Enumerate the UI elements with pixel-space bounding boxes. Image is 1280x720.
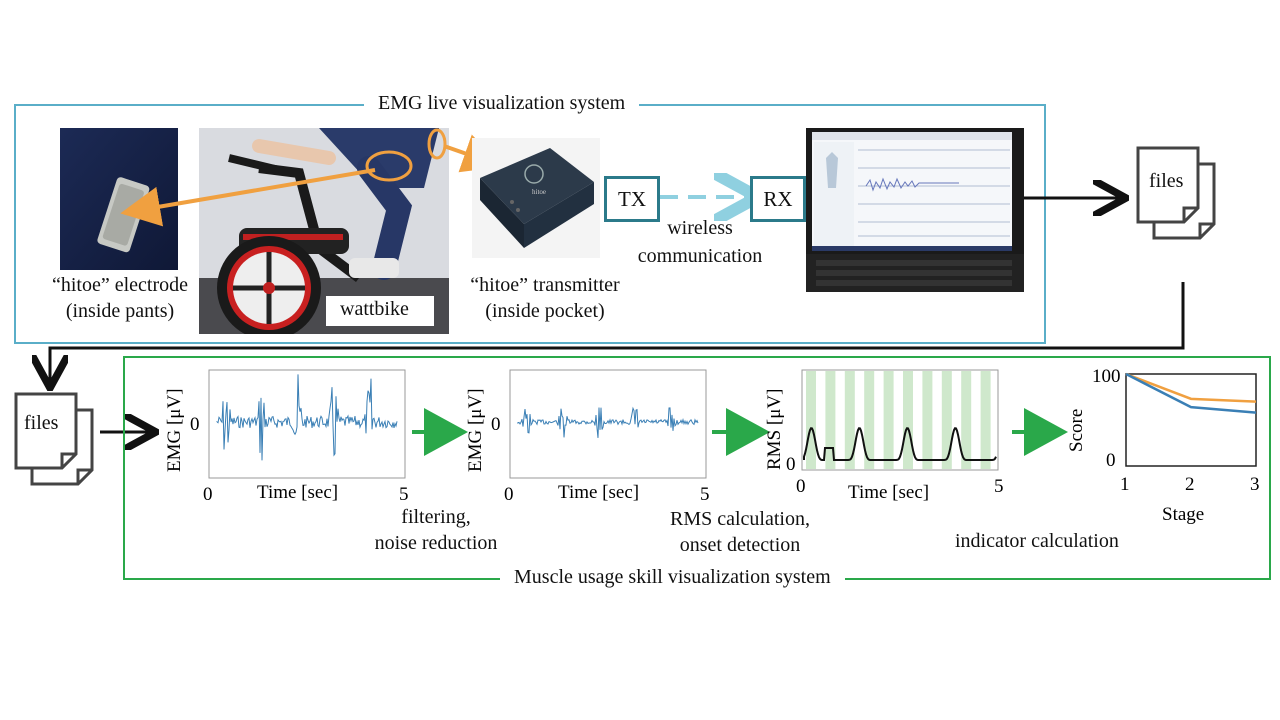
electrode-label: “hitoe” electrode (inside pants)	[20, 272, 220, 324]
rms-y0: 0	[786, 454, 796, 475]
raw-x1: 5	[399, 484, 409, 505]
filtered-xlabel: Time [sec]	[558, 482, 639, 503]
score-ylabel: Score	[1066, 409, 1087, 452]
files-bottom-icon	[12, 388, 102, 496]
raw-y0: 0	[190, 414, 200, 435]
filtered-ylabel: EMG [μV]	[465, 388, 486, 472]
score-xlabel: Stage	[1162, 504, 1204, 525]
step-filtering-label: filtering, noise reduction	[346, 504, 526, 556]
score-x1: 2	[1185, 474, 1195, 495]
files-top-label: files	[1149, 170, 1183, 193]
rms-onset-band	[903, 371, 913, 469]
wireless-label-line1: wireless	[610, 214, 790, 242]
skill-system-title: Muscle usage skill visualization system	[500, 566, 845, 589]
wireless-label-line2: communication	[610, 242, 790, 270]
raw-x0: 0	[203, 484, 213, 505]
step-filtering-line1: filtering,	[346, 504, 526, 530]
filtered-emg-chart: EMG [μV] 0 0 5 Time [sec]	[456, 364, 716, 506]
filtered-x0: 0	[504, 484, 514, 505]
rms-onset-band	[806, 371, 816, 469]
transmitter-label: “hitoe” transmitter (inside pocket)	[440, 272, 650, 324]
score-x0: 1	[1120, 474, 1130, 495]
rms-x1: 5	[994, 476, 1004, 497]
score-plot-area	[1126, 374, 1256, 466]
rms-xlabel: Time [sec]	[848, 482, 929, 503]
rms-onset-band	[981, 371, 991, 469]
transmitter-brand: hitoe	[532, 188, 546, 196]
transmitter-photo: hitoe	[472, 138, 600, 258]
rms-chart: RMS [μV] 0 0 5 Time [sec]	[756, 364, 1016, 506]
step-rms-line2: onset detection	[640, 532, 840, 558]
rms-onset-band	[922, 371, 932, 469]
score-y0: 0	[1106, 450, 1116, 471]
rms-x0: 0	[796, 476, 806, 497]
electrode-label-line2: (inside pants)	[20, 298, 220, 324]
raw-emg-chart: EMG [μV] 0 0 5 Time [sec]	[155, 364, 415, 506]
wireless-label: wireless communication	[610, 214, 790, 270]
electrode-label-line1: “hitoe” electrode	[20, 272, 220, 298]
score-ymax: 100	[1092, 366, 1121, 387]
filtered-x1: 5	[700, 484, 710, 505]
transmitter-label-line2: (inside pocket)	[440, 298, 650, 324]
raw-ylabel: EMG [μV]	[164, 388, 185, 472]
score-chart: Score 100 0 1 2 3 Stage	[1060, 360, 1272, 528]
rms-onset-band	[942, 371, 952, 469]
step-indicator-label: indicator calculation	[955, 530, 1119, 553]
step-filtering-line2: noise reduction	[346, 530, 526, 556]
files-bottom-label: files	[24, 412, 58, 435]
rms-onset-band	[884, 371, 894, 469]
step-rms-label: RMS calculation, onset detection	[640, 506, 840, 558]
laptop-photo	[806, 128, 1024, 292]
step-rms-line1: RMS calculation,	[640, 506, 840, 532]
transmitter-label-line1: “hitoe” transmitter	[440, 272, 650, 298]
score-x2: 3	[1250, 474, 1260, 495]
files-top-icon	[1134, 142, 1224, 250]
filtered-y0: 0	[491, 414, 501, 435]
rms-ylabel: RMS [μV]	[764, 389, 785, 470]
raw-xlabel: Time [sec]	[257, 482, 338, 503]
